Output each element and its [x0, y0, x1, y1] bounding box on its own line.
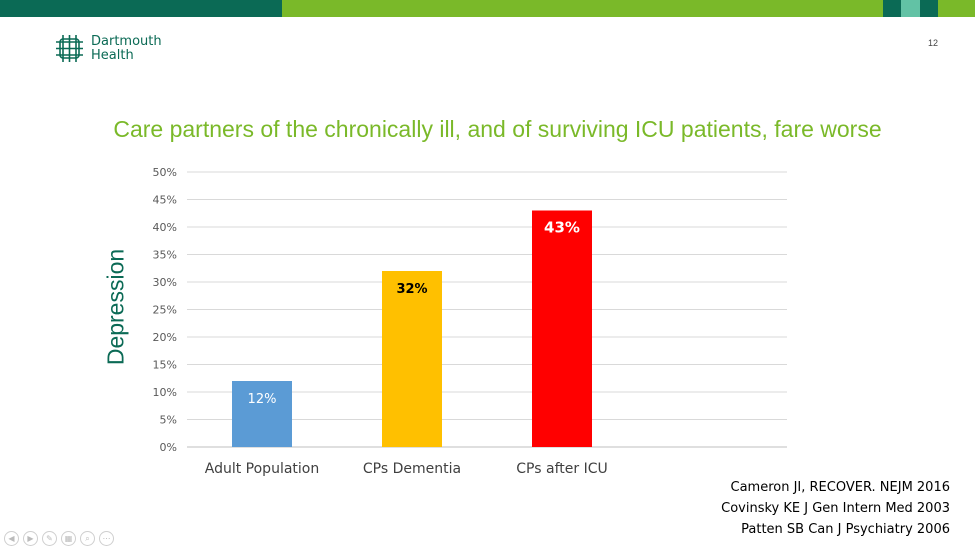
- x-tick-label: CPs Dementia: [363, 461, 461, 477]
- zoom-icon[interactable]: ⌕: [80, 531, 95, 546]
- data-label: 43%: [544, 219, 580, 237]
- logo-text-line2: Health: [91, 47, 134, 63]
- y-tick-label: 40%: [153, 221, 177, 234]
- top-color-bar: [0, 0, 975, 17]
- logo-text: Dartmouth Health: [91, 33, 162, 63]
- y-tick-label: 15%: [153, 359, 177, 372]
- y-tick-label: 50%: [153, 166, 177, 179]
- y-tick-label: 30%: [153, 276, 177, 289]
- reference-line: Patten SB Can J Psychiatry 2006: [741, 522, 950, 537]
- bar-dark-block-1: [883, 0, 901, 17]
- pen-icon[interactable]: ✎: [42, 531, 57, 546]
- logo-text-line1: Dartmouth: [91, 33, 162, 49]
- y-tick-label: 5%: [160, 414, 177, 427]
- bar: [232, 381, 292, 447]
- bar: [532, 210, 592, 447]
- slideshow-nav[interactable]: ◀ ▶ ✎ ▦ ⌕ ⋯: [4, 531, 114, 546]
- previous-icon[interactable]: ◀: [4, 531, 19, 546]
- y-tick-label: 35%: [153, 249, 177, 262]
- y-tick-label: 45%: [153, 194, 177, 207]
- bar-light-block: [938, 0, 975, 17]
- logo-emblem-icon: [56, 35, 83, 62]
- references: Cameron JI, RECOVER. NEJM 2016 Covinsky …: [721, 477, 950, 540]
- bar-light-green-segment: [282, 0, 883, 17]
- data-label: 32%: [396, 282, 427, 297]
- page-number: 12: [927, 38, 938, 48]
- data-label: 12%: [248, 392, 277, 407]
- slides-icon[interactable]: ▦: [61, 531, 76, 546]
- bar: [382, 271, 442, 447]
- next-icon[interactable]: ▶: [23, 531, 38, 546]
- slide-title: Care partners of the chronically ill, an…: [113, 116, 882, 142]
- y-tick-label: 0%: [160, 441, 177, 454]
- bar-dark-block-2: [920, 0, 938, 17]
- bar-mint-block: [901, 0, 920, 17]
- y-tick-label: 25%: [153, 304, 177, 317]
- reference-line: Cameron JI, RECOVER. NEJM 2016: [730, 480, 951, 495]
- more-icon[interactable]: ⋯: [99, 531, 114, 546]
- dartmouth-health-logo: Dartmouth Health: [54, 33, 162, 64]
- x-tick-label: Adult Population: [205, 461, 319, 477]
- y-tick-label: 10%: [153, 386, 177, 399]
- x-tick-label: CPs after ICU: [516, 461, 607, 477]
- bar-dark-green-segment: [0, 0, 282, 17]
- y-tick-label: 20%: [153, 331, 177, 344]
- reference-line: Covinsky KE J Gen Intern Med 2003: [721, 501, 950, 516]
